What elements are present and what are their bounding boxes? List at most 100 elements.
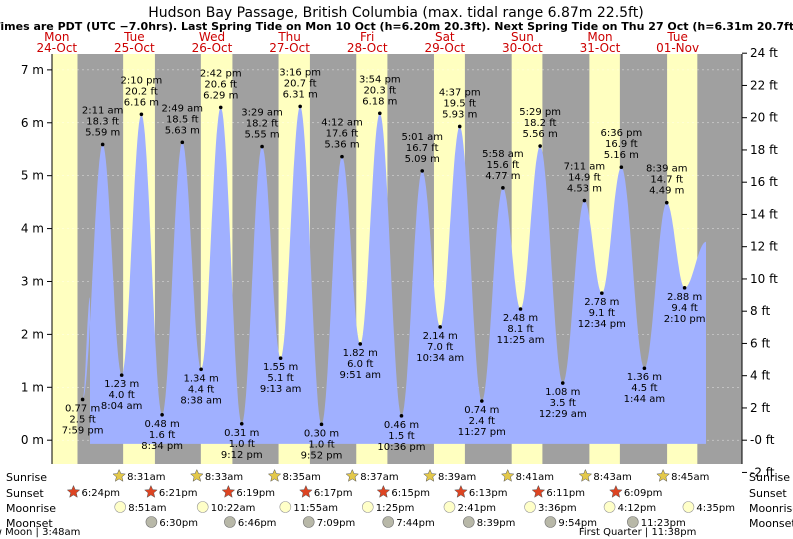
sunrise-icon	[500, 468, 515, 482]
low-tide-label: 9:13 am	[260, 384, 302, 395]
high-tide-label: 5.93 m	[442, 109, 477, 120]
moonrise-icon	[279, 501, 292, 513]
high-tide-label: 20.7 ft	[284, 78, 317, 89]
low-tide-label: 9:51 am	[339, 370, 381, 381]
moonrise-time: 4:12pm	[618, 503, 657, 514]
sunset-time: 6:17pm	[314, 488, 353, 499]
daylight-band	[52, 54, 78, 464]
high-tide-label: 5:58 am	[482, 149, 524, 160]
sunset-icon	[66, 484, 81, 498]
right-tick-label: 6 ft	[750, 336, 770, 350]
row-label-right: Moonset	[749, 517, 793, 530]
day-name: Tue	[666, 30, 688, 44]
low-tide-label: 1.6 ft	[149, 430, 175, 441]
day-date: 01-Nov	[656, 41, 699, 55]
right-tick-label: 20 ft	[750, 111, 778, 125]
high-tide-label: 3:16 pm	[279, 67, 321, 78]
moonset-icon	[627, 516, 639, 528]
right-tick-label: 14 ft	[750, 207, 778, 221]
high-tide-label: 20.2 ft	[125, 86, 158, 97]
tide-point	[501, 186, 505, 190]
right-tick-label: 12 ft	[750, 240, 778, 254]
day-date: 25-Oct	[114, 41, 155, 55]
left-tick-label: 2 m	[21, 327, 44, 341]
chart-subtitle: Times are PDT (UTC −7.0hrs). Last Spring…	[0, 20, 793, 33]
day-date: 27-Oct	[269, 41, 310, 55]
moon-phase-label: First Quarter | 11:38pm	[579, 527, 697, 538]
moonrise-icon	[524, 501, 536, 513]
tide-point	[139, 112, 144, 117]
high-tide-label: 5.16 m	[604, 150, 639, 161]
row-label-left: Sunrise	[6, 471, 47, 484]
sunset-time: 6:21pm	[159, 488, 198, 499]
sunrise-icon	[112, 468, 126, 482]
high-tide-label: 5:01 am	[401, 132, 443, 143]
header: Hudson Bay Passage, British Columbia (ma…	[0, 5, 793, 33]
moonset-time: 6:30pm	[159, 518, 198, 529]
low-tide-label: 1.0 ft	[229, 439, 255, 450]
low-tide-label: 8:34 pm	[141, 441, 183, 452]
tide-point	[119, 373, 124, 377]
sunrise-icon	[423, 468, 437, 482]
high-tide-label: 18.2 ft	[246, 119, 279, 130]
day-name: Tue	[123, 30, 145, 44]
left-tick-label: 5 m	[21, 169, 44, 183]
sunrise-time: 8:41am	[516, 472, 554, 483]
right-tick-label: -0 ft	[750, 433, 775, 447]
high-tide-label: 17.6 ft	[326, 129, 359, 140]
tide-point	[278, 356, 283, 360]
high-tide-label: 5.63 m	[165, 125, 200, 136]
high-tide-label: 18.3 ft	[86, 116, 119, 127]
moonrise-time: 4:35pm	[696, 503, 735, 514]
tide-point	[100, 142, 105, 147]
day-date: 29-Oct	[424, 41, 465, 55]
low-tide-label: 11:25 am	[497, 335, 545, 346]
high-tide-label: 5.56 m	[523, 129, 558, 140]
tide-point	[180, 140, 185, 145]
tide-point	[218, 105, 223, 110]
moonrise-time: 3:36pm	[538, 503, 577, 514]
moonset-icon	[544, 516, 557, 528]
low-tide-label: 2.5 ft	[69, 414, 95, 425]
high-tide-label: 6.29 m	[203, 90, 238, 101]
low-tide-label: 1.34 m	[184, 373, 219, 384]
sunrise-time: 8:33am	[205, 472, 243, 483]
high-tide-label: 15.6 ft	[487, 160, 520, 171]
tide-area	[82, 106, 707, 444]
day-name: Sat	[435, 30, 455, 44]
moonset-icon	[224, 516, 236, 528]
low-tide-label: 12:34 pm	[578, 319, 626, 330]
moonset-time: 8:39pm	[477, 518, 516, 529]
high-tide-label: 18.2 ft	[524, 118, 557, 129]
high-tide-label: 4.49 m	[649, 186, 684, 197]
tide-point	[358, 342, 363, 346]
day-labels: Mon24-OctTue25-OctWed26-OctThu27-OctFri2…	[36, 30, 699, 55]
sunrise-time: 8:43am	[593, 472, 631, 483]
low-tide-label: 7.0 ft	[427, 342, 453, 353]
low-tide-label: 9:12 pm	[221, 450, 263, 461]
left-tick-label: 3 m	[21, 274, 44, 288]
sunset-time: 6:15pm	[391, 488, 430, 499]
low-tide-label: 0.46 m	[384, 420, 419, 431]
right-tick-label: 4 ft	[750, 369, 770, 383]
day-name: Mon	[44, 30, 69, 44]
high-tide-label: 2:49 am	[162, 103, 204, 114]
right-tick-label: 16 ft	[750, 175, 778, 189]
high-tide-label: 18.5 ft	[166, 114, 199, 125]
low-tide-label: 10:34 am	[416, 353, 464, 364]
tide-point	[480, 399, 484, 403]
moonset-time: 7:44pm	[396, 518, 435, 529]
high-tide-label: 5.59 m	[85, 127, 120, 138]
right-tick-label: 24 ft	[750, 46, 778, 60]
moonset-time: 6:46pm	[238, 518, 277, 529]
tide-point	[619, 165, 624, 170]
tide-point	[518, 307, 523, 311]
high-tide-label: 2:11 am	[82, 105, 124, 116]
low-tide-label: 12:29 am	[539, 409, 587, 420]
row-label-right: Moonrise	[749, 502, 793, 515]
sunrise-icon	[345, 468, 360, 482]
low-tide-label: 4.0 ft	[109, 390, 135, 401]
tide-point	[199, 367, 203, 372]
moonrise-time: 10:22am	[211, 503, 256, 514]
